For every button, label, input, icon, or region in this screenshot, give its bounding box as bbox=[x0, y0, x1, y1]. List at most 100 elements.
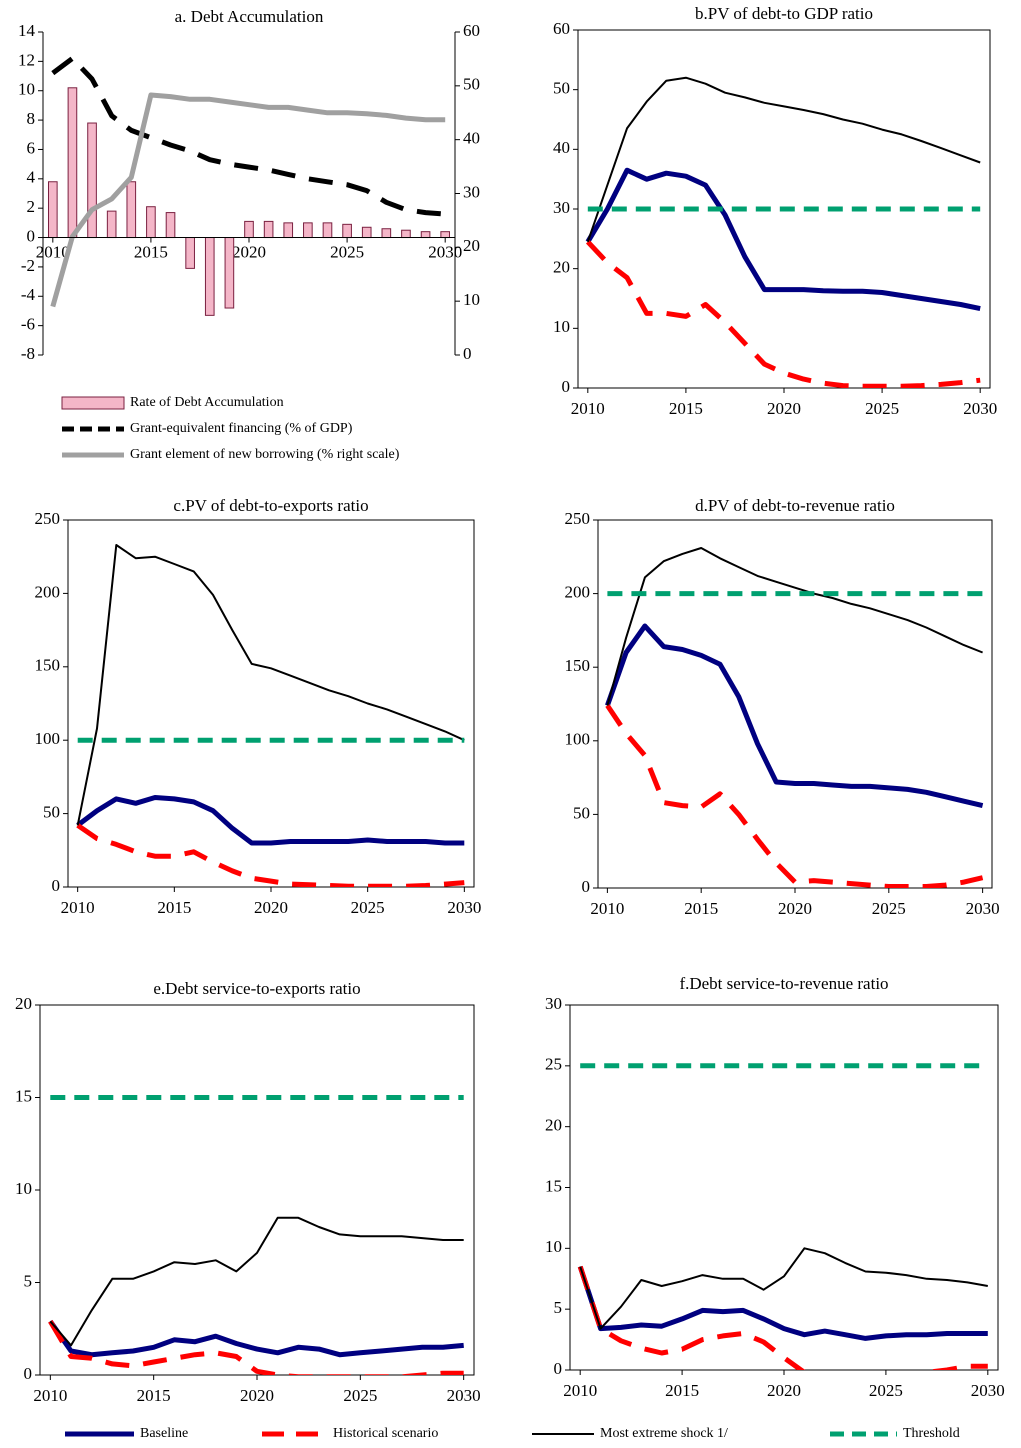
y-tick-label: 100 bbox=[565, 730, 591, 749]
y2-tick-label: 10 bbox=[463, 290, 480, 309]
x-tick-label: 2010 bbox=[33, 1386, 67, 1405]
chart-title: e.Debt service-to-exports ratio bbox=[153, 979, 360, 998]
x-tick-label: 2020 bbox=[240, 1386, 274, 1405]
x-tick-label: 2020 bbox=[232, 242, 266, 261]
y-tick-label: 6 bbox=[27, 138, 36, 157]
series-line bbox=[605, 623, 984, 809]
series-line bbox=[585, 167, 981, 312]
y-tick-label: 10 bbox=[545, 1237, 562, 1256]
bar bbox=[146, 206, 156, 239]
y2-tick-label: 30 bbox=[463, 182, 480, 201]
series-line bbox=[49, 1216, 464, 1347]
plot-area bbox=[585, 76, 981, 388]
y-tick-label: 50 bbox=[553, 79, 570, 98]
y-tick-label: 250 bbox=[565, 509, 591, 528]
x-tick-label: 2015 bbox=[137, 1386, 171, 1405]
y-tick-label: 0 bbox=[582, 877, 591, 896]
plot-frame bbox=[597, 519, 993, 889]
y2-tick-label: 20 bbox=[463, 236, 480, 255]
x-tick-label: 2010 bbox=[563, 1381, 597, 1400]
y-tick-label: 10 bbox=[15, 1179, 32, 1198]
y-tick-label: 150 bbox=[565, 656, 591, 675]
y-tick-label: 25 bbox=[545, 1055, 562, 1074]
bar bbox=[420, 231, 431, 239]
y-tick-label: 0 bbox=[554, 1359, 563, 1378]
bar bbox=[126, 181, 137, 239]
plot-frame bbox=[39, 1004, 475, 1376]
plot-area bbox=[76, 544, 465, 887]
legend-label: Grant element of new borrowing (% right … bbox=[130, 447, 400, 462]
bar bbox=[87, 122, 97, 239]
x-tick-label: 2015 bbox=[134, 242, 168, 261]
plot-area bbox=[605, 547, 984, 888]
y-tick-label: 50 bbox=[573, 803, 590, 822]
series-line bbox=[51, 55, 446, 217]
series-line bbox=[76, 795, 465, 846]
y-tick-label: 20 bbox=[545, 1116, 562, 1135]
y-tick-label: 50 bbox=[43, 803, 60, 822]
bar bbox=[106, 210, 117, 239]
y-tick-label: 10 bbox=[553, 317, 570, 336]
chart-title: f.Debt service-to-revenue ratio bbox=[679, 974, 888, 993]
y-tick-label: 15 bbox=[15, 1086, 32, 1105]
y-tick-label: 14 bbox=[18, 21, 36, 40]
y-tick-label: 5 bbox=[554, 1298, 563, 1317]
x-tick-label: 2025 bbox=[343, 1386, 377, 1405]
bar bbox=[381, 228, 392, 239]
bar bbox=[361, 226, 372, 239]
series-line bbox=[585, 240, 981, 388]
x-tick-label: 2015 bbox=[669, 399, 703, 418]
series-line bbox=[50, 92, 446, 308]
x-tick-label: 2025 bbox=[872, 899, 906, 918]
y2-tick-label: 40 bbox=[463, 129, 480, 148]
y2-tick-label: 60 bbox=[463, 21, 480, 40]
legend-label: Rate of Debt Accumulation bbox=[130, 395, 284, 410]
x-tick-label: 2010 bbox=[36, 242, 70, 261]
x-tick-label: 2030 bbox=[966, 899, 1000, 918]
plot-frame bbox=[67, 519, 475, 888]
plot-frame bbox=[569, 1004, 999, 1371]
y-tick-label: 200 bbox=[35, 582, 61, 601]
bar bbox=[185, 237, 195, 269]
y-tick-label: 5 bbox=[24, 1271, 33, 1290]
legend-swatch bbox=[61, 396, 125, 410]
x-tick-label: 2015 bbox=[665, 1381, 699, 1400]
bar bbox=[224, 237, 235, 309]
chart-title: a. Debt Accumulation bbox=[175, 7, 324, 26]
x-tick-label: 2020 bbox=[767, 399, 801, 418]
y-tick-label: 0 bbox=[562, 377, 571, 396]
series-line bbox=[606, 547, 983, 706]
series-line bbox=[577, 1265, 988, 1341]
y-tick-label: 30 bbox=[553, 198, 570, 217]
x-tick-label: 2010 bbox=[61, 898, 95, 917]
y-tick-label: 8 bbox=[27, 109, 36, 128]
y-tick-label: 12 bbox=[18, 50, 35, 69]
legend-label: Threshold bbox=[903, 1426, 960, 1441]
chart-title: d.PV of debt-to-revenue ratio bbox=[695, 496, 895, 515]
bar bbox=[204, 237, 215, 316]
series-line bbox=[48, 1319, 464, 1358]
y-tick-label: 200 bbox=[565, 583, 591, 602]
plot-area bbox=[47, 55, 451, 316]
y-tick-label: 40 bbox=[553, 138, 570, 157]
x-tick-label: 2015 bbox=[684, 899, 718, 918]
x-tick-label: 2030 bbox=[963, 399, 997, 418]
x-tick-label: 2010 bbox=[590, 899, 624, 918]
series-line bbox=[76, 823, 465, 887]
x-tick-label: 2025 bbox=[351, 898, 385, 917]
series-line bbox=[48, 1320, 464, 1375]
bar bbox=[322, 222, 333, 239]
y-tick-label: 0 bbox=[52, 876, 61, 895]
series-line bbox=[579, 1247, 988, 1330]
y-tick-label: 0 bbox=[27, 226, 36, 245]
y-tick-label: 150 bbox=[35, 656, 61, 675]
x-tick-label: 2020 bbox=[778, 899, 812, 918]
x-tick-label: 2020 bbox=[767, 1381, 801, 1400]
bar bbox=[263, 220, 274, 239]
y-tick-label: 4 bbox=[27, 168, 36, 187]
bar bbox=[165, 212, 176, 239]
series-line bbox=[577, 1265, 988, 1370]
y-tick-label: 250 bbox=[35, 509, 61, 528]
